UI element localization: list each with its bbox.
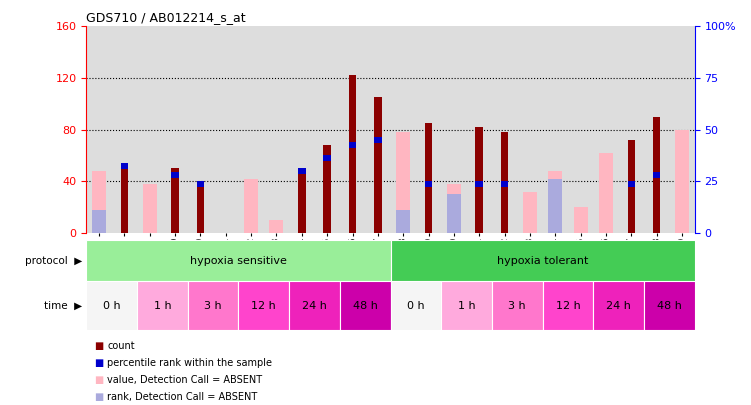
Bar — [86, 281, 137, 330]
Bar — [171, 172, 179, 178]
Bar — [171, 168, 179, 233]
Bar — [548, 171, 562, 233]
Bar — [628, 181, 635, 187]
Bar — [447, 184, 461, 233]
Bar — [475, 127, 483, 233]
Text: value, Detection Call = ABSENT: value, Detection Call = ABSENT — [107, 375, 263, 385]
Bar — [239, 281, 289, 330]
Text: 0 h: 0 h — [103, 301, 120, 311]
Bar — [244, 179, 258, 233]
Text: ■: ■ — [94, 341, 103, 351]
Bar — [339, 281, 391, 330]
Bar — [675, 130, 689, 233]
Text: 48 h: 48 h — [657, 301, 682, 311]
Bar — [543, 281, 593, 330]
Text: 48 h: 48 h — [353, 301, 378, 311]
Bar — [121, 162, 128, 169]
Text: 3 h: 3 h — [204, 301, 222, 311]
Text: 12 h: 12 h — [556, 301, 581, 311]
Bar — [644, 281, 695, 330]
Bar — [324, 155, 331, 161]
Text: time  ▶: time ▶ — [44, 301, 83, 311]
Bar — [653, 117, 660, 233]
Text: percentile rank within the sample: percentile rank within the sample — [107, 358, 273, 368]
Text: 3 h: 3 h — [508, 301, 526, 311]
Bar — [425, 181, 433, 187]
Text: 24 h: 24 h — [606, 301, 631, 311]
Bar — [92, 210, 106, 233]
Text: 24 h: 24 h — [302, 301, 327, 311]
Bar — [348, 75, 356, 233]
Bar — [86, 240, 391, 281]
Bar — [523, 192, 537, 233]
Text: GDS710 / AB012214_s_at: GDS710 / AB012214_s_at — [86, 11, 246, 24]
Bar — [653, 172, 660, 178]
Bar — [197, 184, 204, 233]
Bar — [298, 171, 306, 233]
Bar — [137, 281, 188, 330]
Bar — [270, 220, 283, 233]
Bar — [197, 181, 204, 187]
Text: ■: ■ — [94, 375, 103, 385]
Bar — [492, 281, 542, 330]
Text: hypoxia sensitive: hypoxia sensitive — [190, 256, 287, 266]
Bar — [298, 168, 306, 174]
Bar — [442, 281, 492, 330]
Bar — [374, 97, 382, 233]
Bar — [628, 140, 635, 233]
Text: ■: ■ — [94, 358, 103, 368]
Bar — [391, 240, 695, 281]
Bar — [475, 181, 483, 187]
Bar — [348, 142, 356, 148]
Bar — [374, 137, 382, 143]
Text: ■: ■ — [94, 392, 103, 402]
Bar — [425, 123, 433, 233]
Bar — [397, 210, 410, 233]
Bar — [501, 132, 508, 233]
Text: 0 h: 0 h — [407, 301, 424, 311]
Bar — [447, 194, 461, 233]
Bar — [574, 207, 587, 233]
Bar — [188, 281, 239, 330]
Bar — [593, 281, 644, 330]
Bar — [391, 281, 442, 330]
Bar — [121, 166, 128, 233]
Bar — [397, 132, 410, 233]
Bar — [501, 181, 508, 187]
Text: rank, Detection Call = ABSENT: rank, Detection Call = ABSENT — [107, 392, 258, 402]
Bar — [289, 281, 339, 330]
Bar — [324, 145, 331, 233]
Bar — [548, 179, 562, 233]
Text: 1 h: 1 h — [458, 301, 475, 311]
Bar — [92, 171, 106, 233]
Bar — [143, 184, 157, 233]
Bar — [599, 153, 613, 233]
Text: protocol  ▶: protocol ▶ — [26, 256, 83, 266]
Text: hypoxia tolerant: hypoxia tolerant — [497, 256, 588, 266]
Text: 12 h: 12 h — [252, 301, 276, 311]
Text: count: count — [107, 341, 135, 351]
Text: 1 h: 1 h — [154, 301, 171, 311]
